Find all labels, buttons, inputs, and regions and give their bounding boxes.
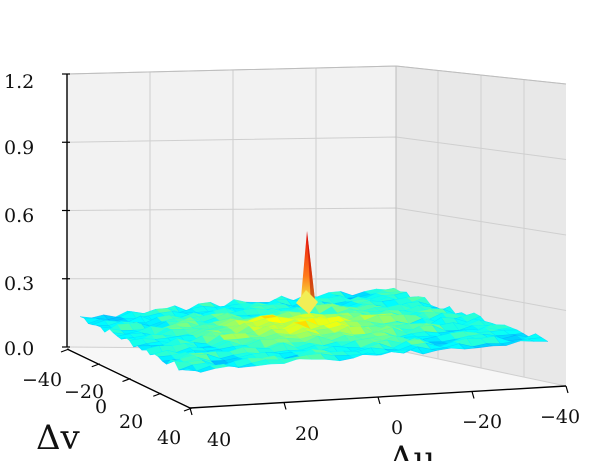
surface-mesh [79,287,549,373]
peak [296,231,318,314]
y-tick-mark [60,348,70,353]
y-tick-label: 40 [157,427,181,449]
z-tick-label: 0.9 [4,137,34,159]
z-tick-label: 0.0 [4,338,34,360]
x-tick-label: 20 [295,423,319,445]
y-axis-line [66,348,191,409]
tick-marks [60,73,569,416]
x-tick-mark [377,396,381,405]
peak-base-glow [296,290,318,314]
y-tick-labels: −40 −20 0 20 40 [22,369,181,449]
y-tick-label: −20 [64,381,104,403]
x-tick-mark [189,407,193,416]
y-tick-mark [153,392,162,397]
y-axis [66,348,191,409]
x-tick-label: −20 [462,411,502,433]
z-tick-label: 0.6 [4,205,34,227]
x-axis-label: Δu [389,439,435,461]
y-tick-label: 0 [95,396,107,418]
x-tick-mark [471,391,475,399]
y-tick-mark [122,377,131,383]
z-tick-label: 0.3 [4,273,34,295]
peak-spike-shadow [307,231,315,306]
y-axis-label: Δv [36,418,81,458]
y-tick-label: −40 [22,369,62,391]
y-tick-label: 20 [119,411,143,433]
x-tick-label: 0 [391,417,403,439]
surface-cell [527,337,549,342]
z-tick-labels: 0.0 0.3 0.6 0.9 1.2 [4,71,34,360]
x-tick-label: −40 [540,406,580,428]
x-tick-labels: 40 20 0 −20 −40 [207,406,580,451]
z-tick-label: 1.2 [4,71,34,93]
y-tick-mark [91,363,100,368]
x-tick-mark [283,402,287,410]
x-tick-label: 40 [207,429,231,451]
x-tick-mark [565,385,569,394]
